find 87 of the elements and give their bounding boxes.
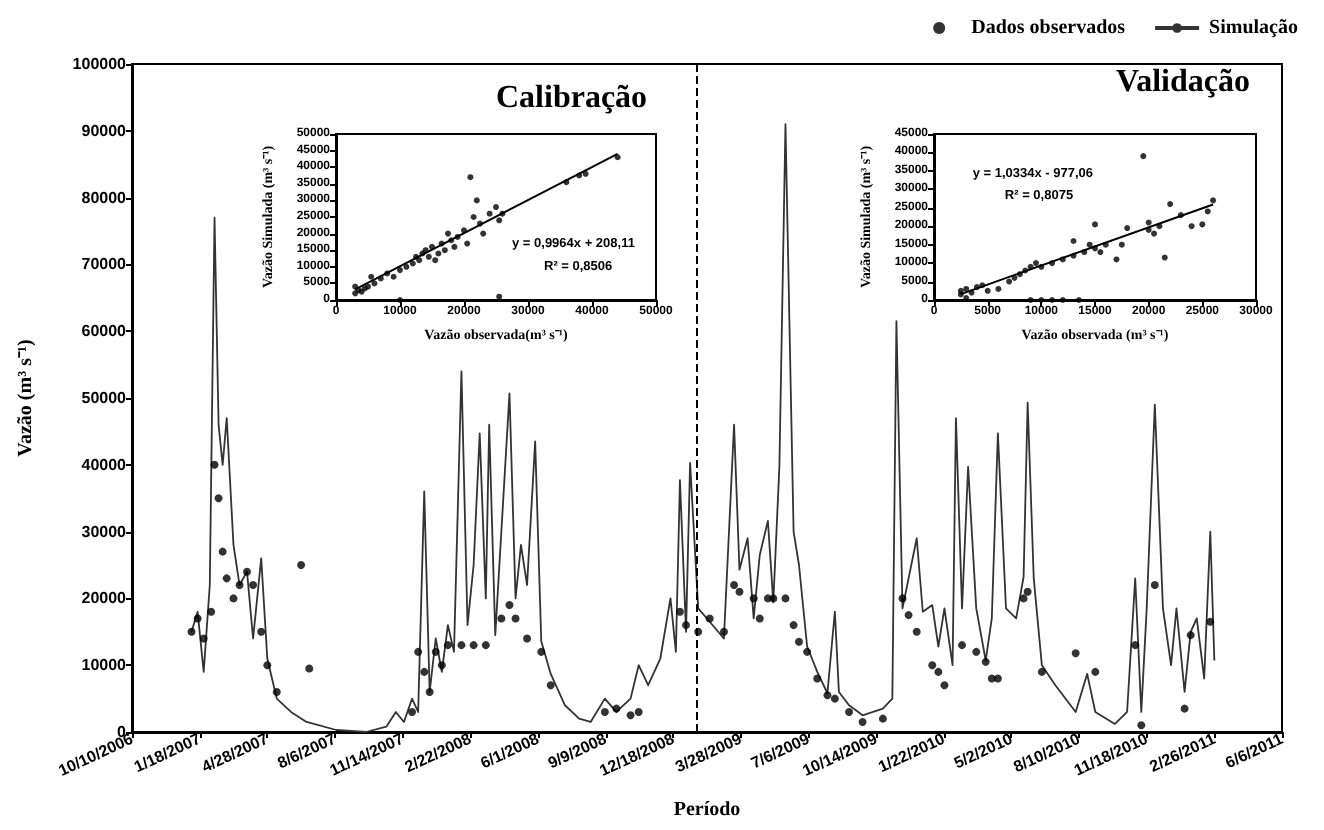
chart-title: Calibração [496,81,648,115]
point [1161,254,1168,261]
point [1210,197,1217,204]
point [1006,278,1013,285]
point [454,233,461,240]
x-axis-title: Período [673,799,741,821]
point [1086,241,1093,248]
point [1070,252,1077,259]
point [499,210,506,217]
point [1032,260,1039,267]
point [441,247,448,254]
point [1113,256,1120,263]
point [435,250,442,257]
point [425,253,432,260]
point [1097,249,1104,256]
point [576,172,583,179]
point [1151,230,1158,237]
point [563,179,570,186]
y-tick-label: 20000 [81,589,128,608]
y-tick-label: 40000 [81,455,128,474]
point [1118,241,1125,248]
point [467,174,474,181]
y-tick-label: 100000 [72,55,128,73]
point [384,270,391,277]
point [480,230,487,237]
point [1156,223,1163,230]
point [1199,221,1206,228]
point [1188,223,1195,230]
point [464,240,471,247]
point [1167,201,1174,208]
point [963,285,970,292]
point [1102,241,1109,248]
chart-title: Validação [1116,65,1250,99]
legend-label: Simulação [1209,17,1299,39]
point [1027,297,1034,303]
point [429,243,435,250]
line-series [190,123,1216,733]
point [1092,245,1098,252]
point [1049,260,1056,267]
point [1177,212,1184,219]
y-tick-label: 50000 [81,389,128,407]
y-tick-label: 60000 [81,322,128,341]
point [473,197,480,204]
point [1092,221,1098,228]
point [1016,271,1023,278]
point [438,240,445,247]
point [995,285,1002,292]
y-tick-label: 70000 [81,255,128,274]
point [397,267,403,274]
point [1011,274,1018,281]
point [470,214,477,220]
point [461,227,467,234]
point [451,243,458,250]
point [496,217,503,224]
point [409,260,416,267]
point [368,273,375,280]
point [979,282,986,289]
legend-label: Dados observados [971,17,1126,39]
point [1070,237,1077,244]
point [448,237,455,244]
point [432,257,439,264]
point [1145,226,1152,233]
point [1027,263,1034,270]
point [1059,256,1066,263]
point [493,204,499,211]
y-tick-label: 90000 [81,121,128,140]
point [403,263,410,270]
point [477,220,483,227]
point [445,230,451,237]
point [984,287,991,294]
point [1022,267,1029,274]
y-tick-label: 80000 [81,188,128,207]
point [1124,225,1131,232]
y-tick-label: 30000 [81,522,128,541]
point [496,293,503,300]
y-tick-label: 10000 [81,656,128,675]
point [614,154,621,161]
point [1081,249,1088,256]
point [371,280,378,287]
y-axis-title: Vazão (m³ s⁻¹) [15,339,37,457]
point [582,170,589,177]
point [968,289,975,296]
point [1038,263,1045,270]
point [390,273,397,280]
point [486,210,493,217]
point [1140,153,1147,160]
point [377,275,384,282]
